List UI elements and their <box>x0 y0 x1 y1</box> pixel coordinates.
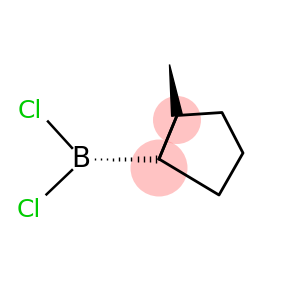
Circle shape <box>130 140 188 196</box>
Polygon shape <box>169 64 182 116</box>
Text: B: B <box>71 145 91 173</box>
Circle shape <box>153 96 201 144</box>
Text: Cl: Cl <box>18 99 42 123</box>
Text: Cl: Cl <box>16 198 41 222</box>
